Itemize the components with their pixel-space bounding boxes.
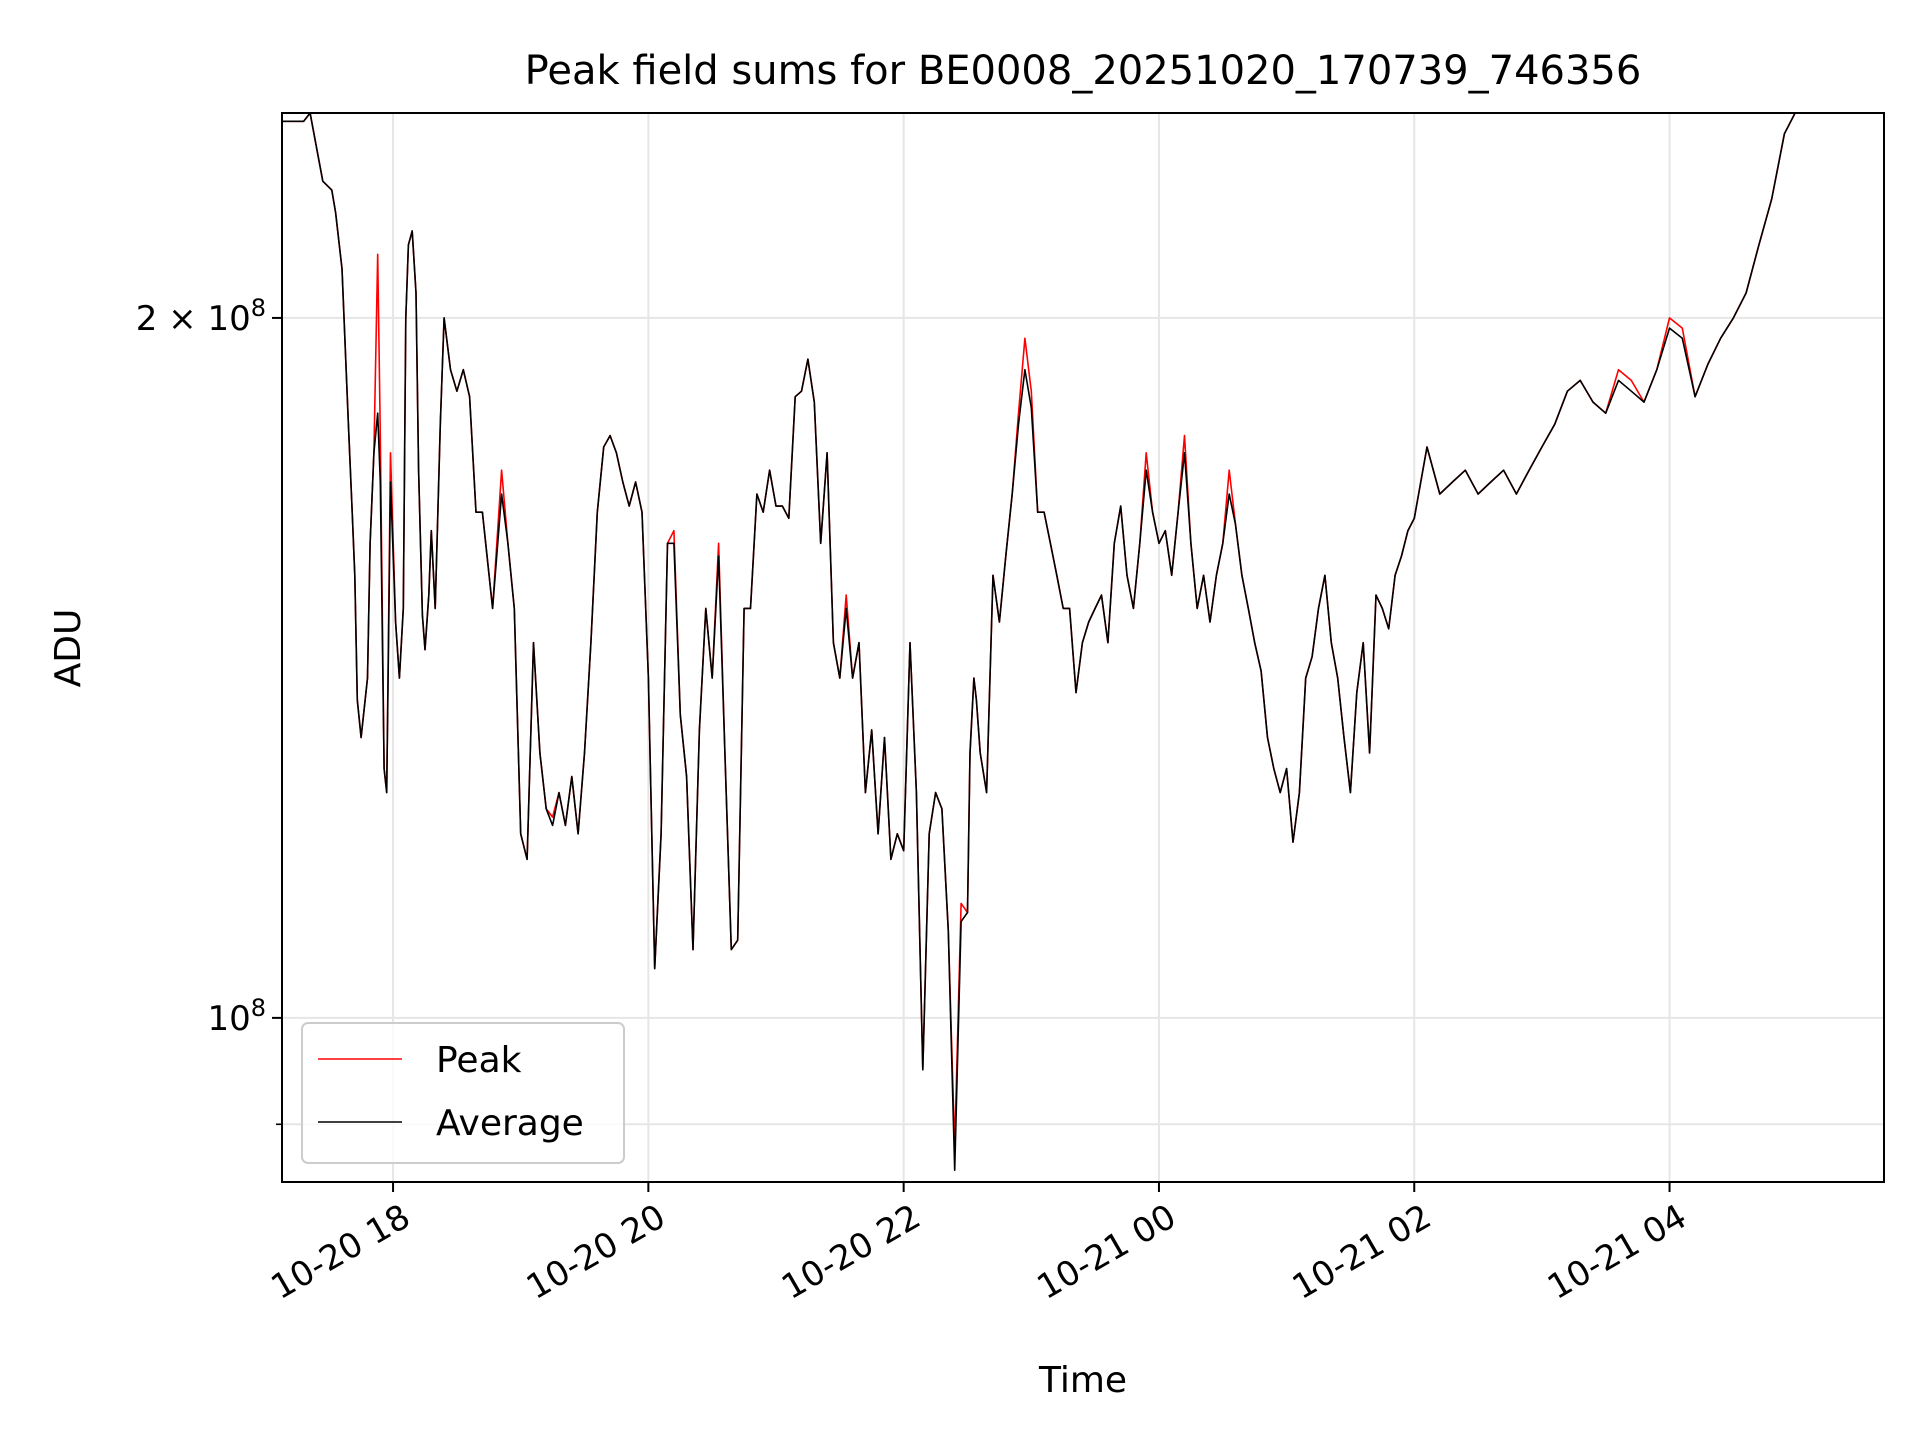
legend-average-label: Average	[436, 1103, 584, 1144]
y-axis-label: ADU	[48, 609, 89, 688]
x-axis-label: Time	[1038, 1360, 1127, 1401]
legend: Peak Average	[301, 1022, 625, 1164]
y-tick-label: 108	[207, 994, 266, 1039]
y-axis: 108 2 × 108	[136, 294, 282, 1126]
plot-frame	[281, 112, 1885, 1183]
chart-title: Peak field sums for BE0008_20251020_1707…	[525, 48, 1642, 94]
legend-box	[301, 1022, 625, 1164]
legend-peak-label: Peak	[436, 1040, 522, 1081]
series-layer	[282, 113, 1796, 1171]
series-line-average	[282, 113, 1796, 1171]
y-tick-label: 2 × 108	[136, 294, 266, 339]
